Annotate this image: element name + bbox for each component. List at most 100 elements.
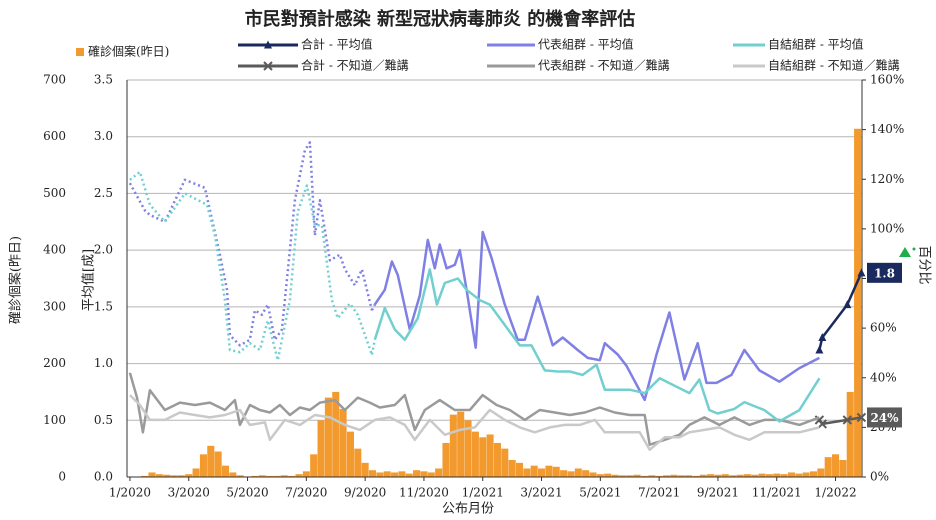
y0-tick-label: 200 <box>43 356 66 370</box>
series-line <box>128 372 820 446</box>
y0-tick-label: 600 <box>43 129 66 143</box>
case-bar <box>809 471 818 477</box>
x-tick-label: 9/2021 <box>697 486 739 500</box>
series-line <box>373 230 820 402</box>
marker <box>856 412 867 423</box>
case-bar <box>633 474 641 477</box>
case-bar <box>662 475 671 477</box>
case-bar <box>185 474 193 477</box>
x-tick-label: 5/2020 <box>226 486 268 500</box>
case-bar <box>655 475 663 477</box>
case-bar <box>251 475 259 477</box>
case-bar <box>618 475 626 477</box>
value-label: 24% <box>870 411 899 425</box>
case-bar <box>302 471 310 477</box>
case-bar <box>354 448 362 477</box>
case-bar <box>148 472 156 477</box>
case-bar <box>582 470 590 477</box>
case-bar <box>596 474 604 477</box>
y2-tick-label: 60% <box>870 321 897 335</box>
x-tick-label: 3/2021 <box>520 486 562 500</box>
case-bar <box>611 474 619 477</box>
case-bar <box>420 471 428 477</box>
value-label-box <box>867 407 902 428</box>
case-bar <box>435 468 443 477</box>
case-bar <box>817 468 825 477</box>
chart-title: 市民對預計感染 新型冠狀病毒肺炎 的機會率評估 <box>245 8 636 30</box>
y0-tick-label: 0 <box>58 470 66 484</box>
case-bar <box>640 475 648 477</box>
case-bar <box>670 474 678 477</box>
case-bar <box>743 474 751 477</box>
case-bar <box>288 475 296 477</box>
y2-tick-label: 120% <box>870 172 904 186</box>
legend-label: 自結組群 - 平均值 <box>768 37 864 52</box>
case-bar <box>464 420 472 477</box>
case-bar <box>604 473 612 477</box>
case-bar <box>295 474 303 477</box>
case-bar <box>324 397 332 477</box>
case-bar <box>199 454 207 477</box>
case-bar <box>567 471 575 477</box>
case-bar <box>273 475 281 477</box>
case-bar <box>736 474 744 477</box>
case-bar <box>449 414 457 477</box>
case-bar <box>427 472 435 477</box>
case-bar <box>442 442 450 477</box>
x-axis-title: 公布月份 <box>442 502 494 517</box>
y-tick-label: 0.0 <box>94 470 113 484</box>
case-bar <box>780 474 788 477</box>
y-tick-label: 0.5 <box>94 413 113 427</box>
legend-label: 代表組群 - 不知道／難講 <box>538 58 670 73</box>
y2-tick-label: 100% <box>870 221 904 235</box>
y0-tick-label: 700 <box>43 73 66 87</box>
case-bar <box>493 442 501 477</box>
legend-label: 合計 - 不知道／難講 <box>301 58 409 73</box>
case-bar <box>258 475 266 477</box>
y-tick-label: 2.5 <box>94 186 113 200</box>
y0-tick-label: 500 <box>43 186 66 200</box>
case-bar <box>721 474 729 477</box>
case-bar <box>552 466 560 477</box>
y0-tick-label: 400 <box>43 243 66 257</box>
case-bar <box>413 470 421 477</box>
case-bar <box>787 472 795 477</box>
line-connector <box>370 304 376 311</box>
case-bar <box>170 475 178 477</box>
case-bar <box>707 474 715 477</box>
case-bar <box>758 473 766 477</box>
legend-label: 自結組群 - 不知道／難講 <box>768 58 900 73</box>
case-bar <box>626 475 634 477</box>
marker <box>857 268 866 277</box>
case-bar <box>648 475 656 477</box>
y-tick-label: 2.0 <box>94 243 113 257</box>
case-bar <box>310 454 318 477</box>
legend-label: 代表組群 - 平均值 <box>538 37 634 52</box>
x-tick-label: 9/2020 <box>344 486 386 500</box>
y-tick-label: 3.0 <box>94 129 113 143</box>
case-bar <box>486 434 494 477</box>
series-line <box>373 268 821 423</box>
case-bar <box>802 472 810 477</box>
x-tick-label: 5/2021 <box>579 486 621 500</box>
case-bar <box>685 475 693 477</box>
case-bar <box>398 471 406 477</box>
case-bar <box>846 391 854 477</box>
y-axis-title: 平均值[成] <box>81 249 97 311</box>
legend-marker <box>264 40 272 49</box>
x-tick-label: 1/2021 <box>462 486 504 500</box>
case-bar <box>155 474 163 477</box>
value-label: 1.8 <box>874 266 895 280</box>
case-bar <box>214 451 222 477</box>
case-bar <box>729 475 737 477</box>
series-line <box>129 394 820 451</box>
y-tick-label: 1.5 <box>94 299 113 313</box>
case-bar <box>368 470 377 477</box>
case-bar <box>405 473 413 477</box>
case-bar <box>221 465 230 477</box>
case-bar <box>515 462 524 477</box>
case-bar <box>236 475 244 477</box>
x-tick-label: 7/2020 <box>285 486 327 500</box>
case-bar <box>839 459 847 477</box>
